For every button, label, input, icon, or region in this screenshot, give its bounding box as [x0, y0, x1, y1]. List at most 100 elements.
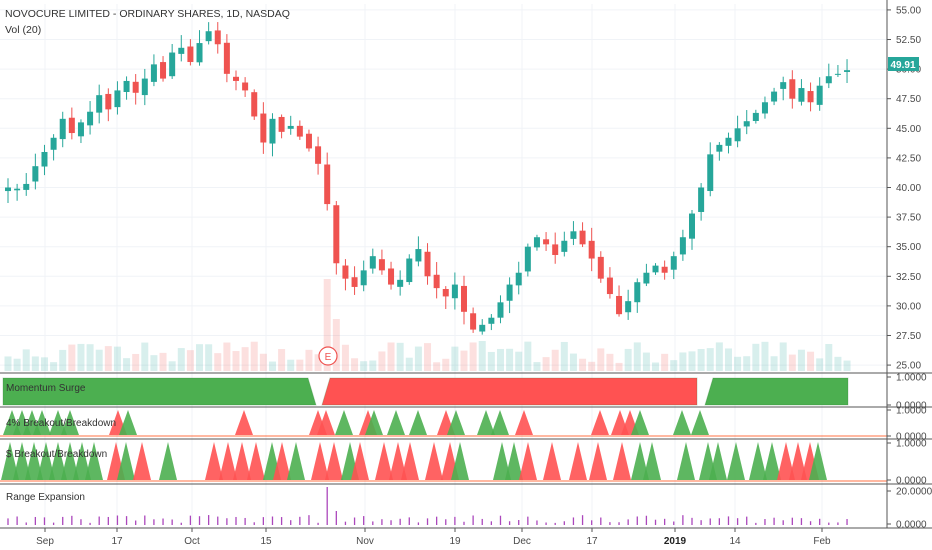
volume-indicator-label: Vol (20) — [5, 24, 42, 36]
volume-bar — [697, 349, 705, 371]
price-tick-label: 45.00 — [896, 124, 921, 135]
candle-body — [205, 31, 212, 42]
volume-bar — [50, 362, 58, 371]
volume-bar — [259, 353, 267, 371]
candle-body — [725, 137, 732, 146]
candle-body — [169, 52, 176, 77]
volume-bar — [168, 361, 176, 371]
breakout-dollar-triangle — [117, 442, 135, 480]
breakout-4pct-triangle — [119, 410, 137, 435]
time-tick-label: 15 — [260, 536, 272, 547]
time-axis[interactable]: Sep 17 Oct 15 Nov 19 Dec 17 2019 14 Feb — [36, 528, 831, 547]
volume-bar — [606, 353, 614, 371]
volume-bar — [59, 349, 67, 371]
volume-bar — [414, 346, 422, 371]
chart-title: NOVOCURE LIMITED - ORDINARY SHARES, 1D, … — [5, 8, 290, 20]
candle-body — [798, 88, 805, 102]
volume-bar — [451, 346, 459, 371]
breakout-4pct-triangle — [49, 410, 67, 435]
breakout-dollar-triangle — [677, 442, 695, 480]
price-axis[interactable]: 55.0052.5050.0047.5045.0042.5040.0037.50… — [887, 5, 932, 531]
candle-body — [661, 266, 668, 273]
volume-bar — [460, 350, 468, 371]
momentum-segment — [2, 377, 317, 406]
volume-bar — [734, 356, 742, 371]
volume-bar — [642, 352, 650, 371]
volume-bar — [579, 358, 587, 371]
candle-body — [32, 166, 39, 182]
volume-bar — [323, 279, 331, 371]
candle-body — [333, 205, 340, 264]
volume-bar — [205, 344, 213, 371]
candle-body — [543, 239, 550, 245]
candle-body — [150, 64, 157, 82]
volume-bar — [150, 355, 158, 371]
price-tick-label: 40.00 — [896, 183, 921, 194]
candle-body — [625, 301, 632, 313]
time-tick-label: 17 — [111, 536, 123, 547]
volume-bar — [250, 341, 258, 371]
volume-bar — [661, 353, 669, 371]
earnings-marker-label[interactable]: E — [325, 352, 332, 363]
volume-bar — [268, 361, 276, 371]
candle-body — [488, 317, 495, 324]
candle-body — [132, 81, 139, 93]
breakout-4pct-triangle — [673, 410, 691, 435]
candle-body — [68, 117, 75, 134]
price-tick-label: 25.00 — [896, 361, 921, 372]
candle-body — [77, 122, 84, 137]
candle-body — [789, 79, 796, 99]
volume-bar — [396, 342, 404, 371]
breakout-dollar-triangle — [1, 442, 19, 480]
price-tick-label: 27.50 — [896, 331, 921, 342]
volume-bar — [332, 319, 340, 371]
candle-body — [287, 125, 294, 129]
volume-bar — [287, 359, 295, 371]
price-tick-label: 52.50 — [896, 35, 921, 46]
earnings-marker-circle[interactable] — [318, 346, 338, 366]
candle-body — [233, 76, 239, 81]
breakout-dollar-triangle — [205, 442, 223, 480]
candle-body — [50, 137, 57, 150]
breakout-4pct-triangle — [631, 410, 649, 435]
breakout-dollar-triangle — [49, 442, 67, 480]
breakout-dollar-triangle — [325, 442, 343, 480]
volume-bar — [679, 352, 687, 371]
breakout-4pct-triangle — [387, 410, 405, 435]
price-tick-label: 42.50 — [896, 153, 921, 164]
candle-body — [761, 102, 768, 114]
candle-body — [278, 116, 285, 132]
volume-bar — [369, 360, 377, 371]
candle-body — [597, 256, 604, 279]
candle-body — [378, 259, 385, 271]
breakout-4pct-triangle — [591, 410, 609, 435]
candlesticks — [5, 22, 851, 335]
volume-bar — [524, 341, 532, 371]
volume-bar — [196, 344, 204, 371]
candle-body — [242, 82, 249, 91]
breakout-dollar-triangle — [311, 442, 329, 480]
volume-bar — [469, 342, 477, 371]
breakout-dollar-triangle — [789, 442, 807, 480]
volume-bars — [4, 279, 851, 371]
volume-bar — [214, 353, 222, 371]
candle-body — [324, 164, 331, 205]
breakout-dollar-triangle — [389, 442, 407, 480]
volume-bar — [779, 342, 787, 371]
last-price-tag: 49.91 — [888, 57, 919, 71]
breakout-dollar-triangle — [543, 442, 561, 480]
volume-bar — [177, 348, 185, 371]
volume-bar — [652, 362, 660, 371]
earnings-marker[interactable]: E — [318, 346, 338, 366]
volume-bar — [442, 358, 450, 371]
candle-body — [114, 90, 121, 108]
candle-body — [470, 313, 477, 330]
breakout-dollar-triangle — [763, 442, 781, 480]
volume-bar — [296, 359, 304, 371]
candle-body — [196, 43, 203, 63]
breakout-4pct-triangle — [335, 410, 353, 435]
candle-body — [451, 284, 458, 299]
candle-body — [442, 289, 449, 297]
breakout-4pct-triangle — [235, 410, 253, 435]
candle-body — [260, 113, 267, 143]
